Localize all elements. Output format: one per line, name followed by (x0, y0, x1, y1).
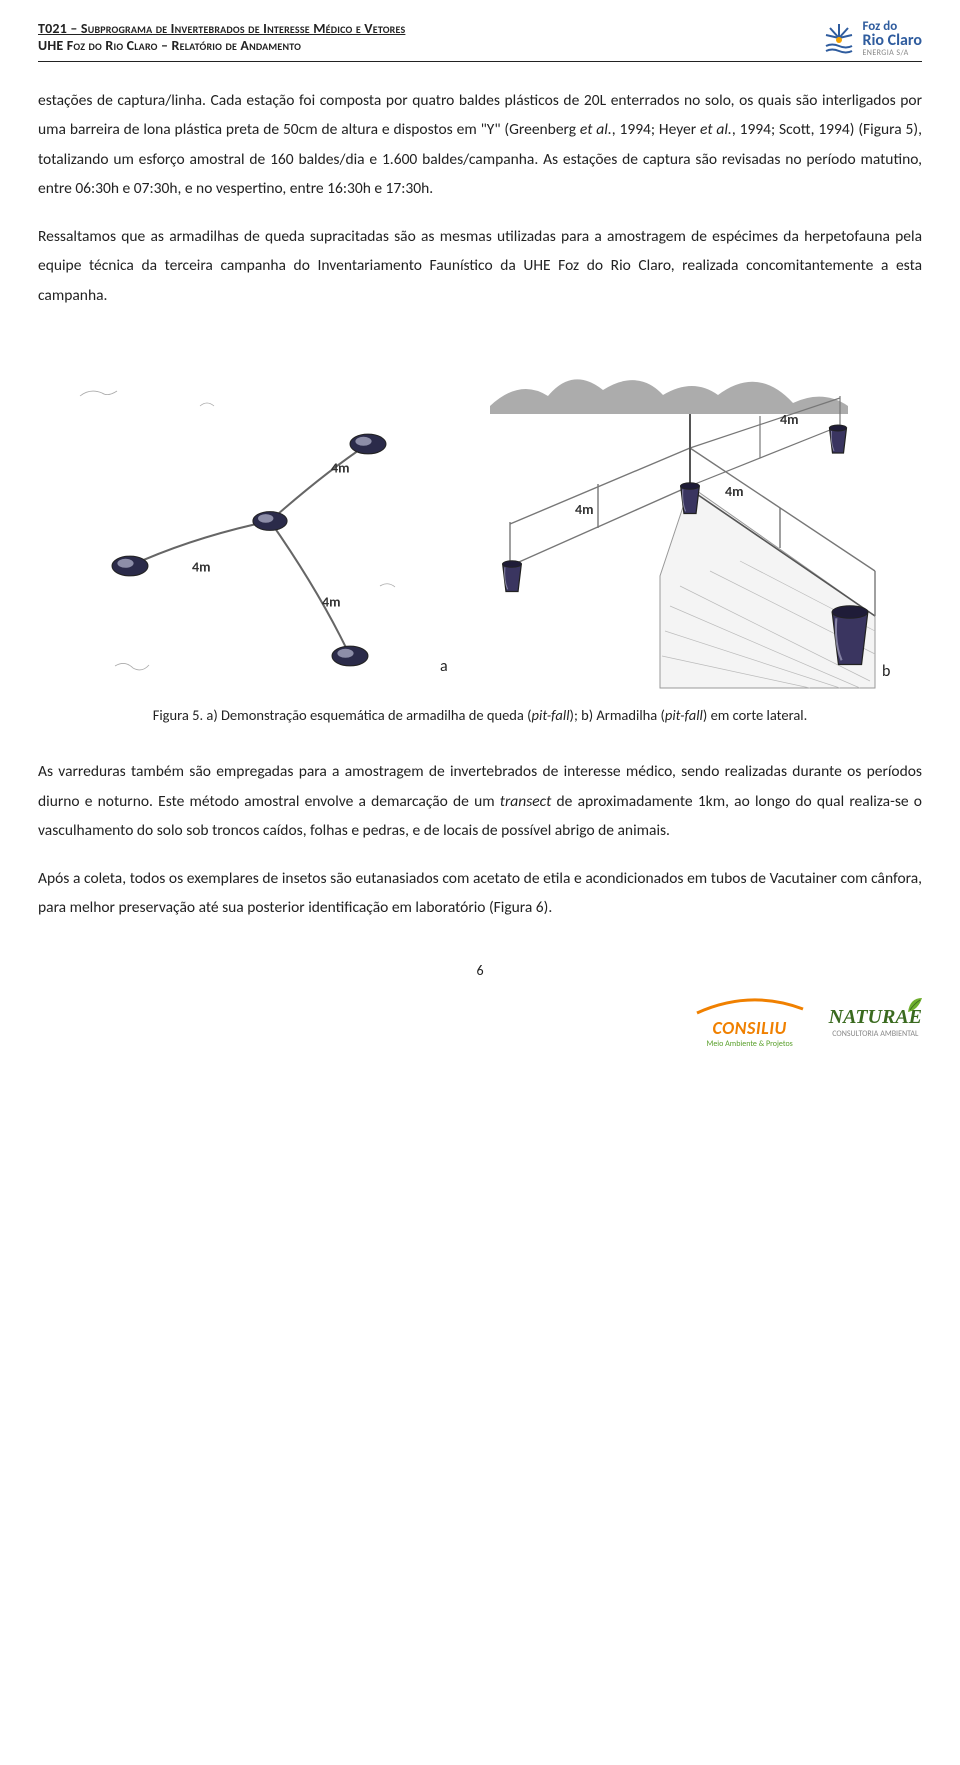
header-titles: T021 – Subprograma de Invertebrados de I… (38, 20, 405, 54)
figure-5-svg: 4m 4m 4m a (60, 336, 900, 696)
footer-logos: CONSILIU Meio Ambiente & Projetos NATURA… (38, 995, 922, 1049)
header-line-1: T021 – Subprograma de Invertebrados de I… (38, 20, 405, 37)
naturae-sub: CONSULTORIA AMBIENTAL (832, 1029, 918, 1039)
document-body: estações de captura/linha. Cada estação … (38, 86, 922, 922)
header-line-2: UHE Foz do Rio Claro – Relatório de Anda… (38, 37, 405, 54)
consiliu-logo: CONSILIU Meio Ambiente & Projetos (695, 995, 805, 1049)
leaf-icon (904, 994, 926, 1016)
p1-italic-1: et al. (580, 120, 612, 139)
p1-text-mid: , 1994; Heyer (612, 120, 700, 139)
caption-pre: Figura 5. a) Demonstração esquemática de… (153, 706, 532, 724)
fig5b-label-4m-3: 4m (575, 501, 593, 518)
fig5b-label-4m-1: 4m (780, 411, 798, 428)
paragraph-2: Ressaltamos que as armadilhas de queda s… (38, 222, 922, 310)
paragraph-4: Após a coleta, todos os exemplares de in… (38, 864, 922, 923)
figure-5: 4m 4m 4m a (38, 336, 922, 727)
consiliu-sub: Meio Ambiente & Projetos (706, 1039, 792, 1049)
consiliu-swoosh-icon (695, 995, 805, 1017)
caption-italic-1: pit-fall (532, 706, 570, 724)
paragraph-1: estações de captura/linha. Cada estação … (38, 86, 922, 204)
svg-text:4m: 4m (322, 594, 340, 611)
naturae-logo: NATURAE CONSULTORIA AMBIENTAL (829, 1006, 922, 1039)
logo-line-2: Rio Claro (862, 33, 922, 49)
caption-italic-2: pit-fall (665, 706, 703, 724)
fig5b-label-4m-2: 4m (725, 483, 743, 500)
paragraph-3: As varreduras também são empregadas para… (38, 757, 922, 845)
p1-italic-2: et al. (700, 120, 732, 139)
consiliu-word: CONSILIU (712, 1017, 786, 1039)
figure-5-caption: Figura 5. a) Demonstração esquemática de… (38, 704, 922, 727)
figure-5a-label: a (440, 657, 448, 676)
caption-post: ) em corte lateral. (703, 706, 807, 724)
figure-5b-label: b (882, 662, 890, 681)
caption-mid: ); b) Armadilha ( (570, 706, 665, 724)
p3-italic: transect (500, 792, 552, 811)
svg-text:4m: 4m (192, 559, 210, 576)
header-logo-text: Foz do Rio Claro ENERGIA S/A (862, 20, 922, 57)
foz-rio-claro-icon (822, 22, 856, 56)
page-header: T021 – Subprograma de Invertebrados de I… (38, 20, 922, 62)
logo-line-3: ENERGIA S/A (862, 49, 922, 57)
header-logo: Foz do Rio Claro ENERGIA S/A (822, 20, 922, 57)
svg-text:4m: 4m (331, 460, 349, 477)
page-number: 6 (38, 962, 922, 979)
